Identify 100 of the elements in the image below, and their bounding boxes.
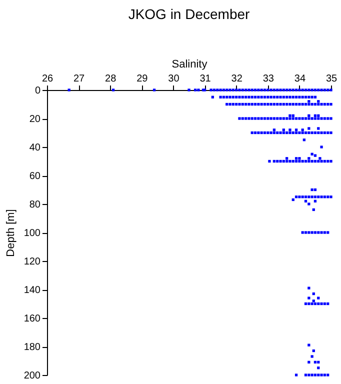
- point: [330, 196, 332, 198]
- point: [310, 374, 314, 376]
- point: [254, 88, 257, 92]
- y-axis-title: Depth [m]: [4, 209, 17, 257]
- point: [279, 131, 282, 134]
- point: [310, 88, 314, 92]
- point: [244, 117, 248, 120]
- point: [323, 231, 326, 234]
- point: [219, 96, 222, 98]
- point: [298, 117, 301, 120]
- point: [270, 117, 272, 120]
- point: [298, 131, 301, 134]
- point: [304, 231, 308, 234]
- point: [288, 88, 292, 92]
- x-tick-label: 32: [231, 74, 243, 84]
- y-tick-label: 20: [29, 114, 41, 125]
- point: [310, 102, 314, 106]
- x-tick-label: 27: [73, 74, 86, 84]
- point: [323, 117, 326, 120]
- point: [308, 374, 310, 376]
- point: [310, 196, 314, 198]
- point: [272, 117, 276, 120]
- point: [310, 160, 314, 163]
- point: [308, 231, 310, 234]
- point: [298, 157, 301, 160]
- point: [263, 88, 266, 92]
- point: [286, 117, 288, 120]
- point: [314, 374, 317, 376]
- point: [301, 117, 304, 120]
- point: [308, 296, 310, 300]
- point: [314, 88, 317, 92]
- point: [288, 117, 292, 120]
- point: [219, 88, 222, 92]
- y-tick-label: 40: [29, 142, 41, 154]
- point: [288, 114, 292, 117]
- point: [298, 102, 301, 106]
- point: [286, 88, 288, 92]
- point: [317, 88, 320, 92]
- point: [194, 88, 197, 92]
- x-tick-label: 30: [168, 74, 180, 84]
- point: [314, 154, 317, 157]
- point: [304, 88, 308, 92]
- point: [326, 88, 330, 92]
- point: [276, 117, 279, 120]
- point: [250, 88, 254, 92]
- point: [288, 128, 292, 132]
- point: [250, 117, 254, 120]
- point: [330, 160, 332, 163]
- point: [282, 88, 285, 92]
- point: [288, 131, 292, 134]
- point: [222, 88, 226, 92]
- y-tick-label: 100: [24, 228, 41, 239]
- point: [112, 88, 115, 92]
- point: [279, 160, 282, 163]
- point: [317, 117, 320, 120]
- x-tick-label: 29: [136, 74, 148, 84]
- point: [228, 96, 232, 98]
- y-tick-label: 140: [24, 285, 41, 296]
- point: [248, 117, 250, 120]
- point: [317, 127, 320, 130]
- point: [268, 160, 271, 163]
- y-tick-label: 200: [24, 370, 41, 382]
- point: [241, 117, 244, 120]
- point: [320, 102, 323, 106]
- point: [294, 374, 298, 376]
- point: [272, 88, 276, 92]
- y-tick-label: 0: [34, 86, 41, 96]
- point: [330, 131, 332, 134]
- point: [320, 146, 323, 148]
- point: [310, 231, 314, 234]
- point: [270, 88, 272, 92]
- point: [248, 96, 250, 98]
- point: [210, 88, 212, 92]
- point: [326, 117, 330, 120]
- point: [260, 117, 263, 120]
- point: [298, 196, 301, 198]
- point: [310, 152, 314, 156]
- point: [188, 88, 190, 92]
- point: [320, 196, 323, 198]
- point: [308, 202, 310, 206]
- point: [292, 117, 294, 120]
- point: [263, 117, 266, 120]
- x-tick-label: 34: [294, 74, 306, 84]
- point: [310, 188, 314, 192]
- point: [301, 231, 304, 234]
- y-tick-label: 180: [24, 342, 41, 353]
- point: [301, 88, 304, 92]
- y-tick-label: 60: [29, 171, 41, 182]
- point: [314, 117, 317, 120]
- point: [326, 231, 330, 234]
- chart-title: JKOG in December: [128, 6, 250, 22]
- point: [310, 96, 314, 98]
- x-tick-label: 35: [326, 74, 338, 84]
- point: [298, 96, 301, 98]
- point: [320, 160, 323, 163]
- point: [228, 102, 232, 106]
- y-tick-label: 160: [24, 314, 41, 324]
- point: [330, 88, 332, 92]
- point: [304, 117, 308, 120]
- point: [326, 374, 330, 376]
